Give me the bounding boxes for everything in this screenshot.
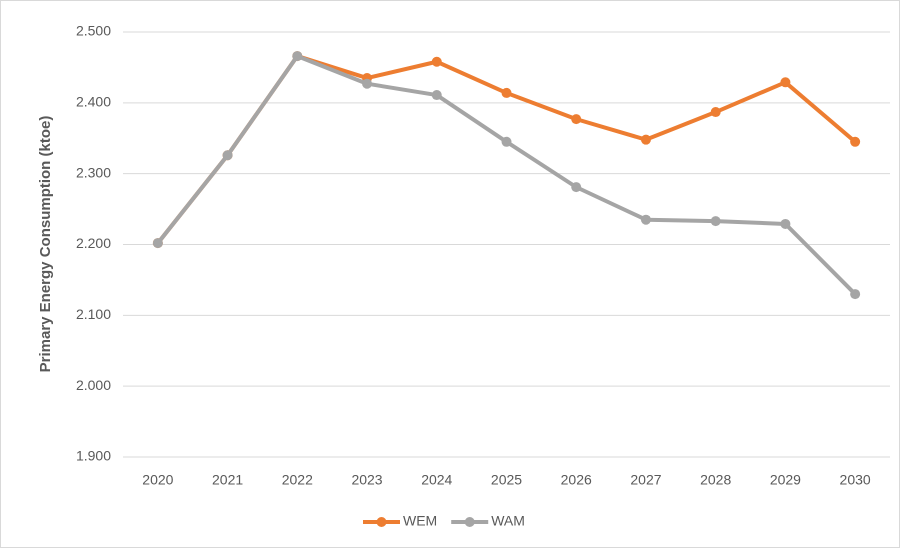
- x-tick-label: 2020: [142, 472, 173, 488]
- marker: [431, 56, 442, 67]
- x-tick-label: 2024: [421, 472, 452, 488]
- legend-marker: [464, 517, 475, 527]
- x-tick-label: 2021: [212, 472, 243, 488]
- x-tick-label: 2025: [491, 472, 522, 488]
- marker: [640, 134, 651, 145]
- marker: [850, 136, 861, 147]
- x-tick-label: 2022: [282, 472, 313, 488]
- y-tick-label: 1.900: [76, 448, 111, 464]
- y-tick-label: 2.200: [76, 235, 111, 251]
- legend-label: WAM: [491, 513, 525, 529]
- marker: [501, 136, 512, 147]
- marker: [640, 214, 651, 225]
- x-tick-label: 2026: [561, 472, 592, 488]
- marker: [850, 289, 861, 300]
- x-tick-label: 2030: [840, 472, 871, 488]
- marker: [152, 238, 163, 249]
- x-tick-label: 2027: [630, 472, 661, 488]
- marker: [571, 114, 582, 125]
- y-tick-label: 2.300: [76, 164, 111, 180]
- x-tick-label: 2023: [351, 472, 382, 488]
- marker: [222, 150, 233, 161]
- legend-label: WEM: [403, 513, 437, 529]
- marker: [780, 218, 791, 229]
- marker: [710, 216, 721, 227]
- marker: [571, 182, 582, 193]
- x-tick-label: 2029: [770, 472, 801, 488]
- marker: [501, 87, 512, 98]
- marker: [780, 77, 791, 88]
- y-tick-label: 2.100: [76, 306, 111, 322]
- y-tick-label: 2.000: [76, 377, 111, 393]
- x-tick-label: 2028: [700, 472, 731, 488]
- marker: [710, 107, 721, 118]
- marker: [431, 90, 442, 101]
- legend-marker: [376, 517, 387, 527]
- y-axis-label: Primary Energy Consumption (ktoe): [37, 116, 54, 373]
- marker: [362, 78, 373, 89]
- y-tick-label: 2.500: [76, 23, 111, 39]
- marker: [292, 51, 303, 62]
- y-tick-label: 2.400: [76, 94, 111, 110]
